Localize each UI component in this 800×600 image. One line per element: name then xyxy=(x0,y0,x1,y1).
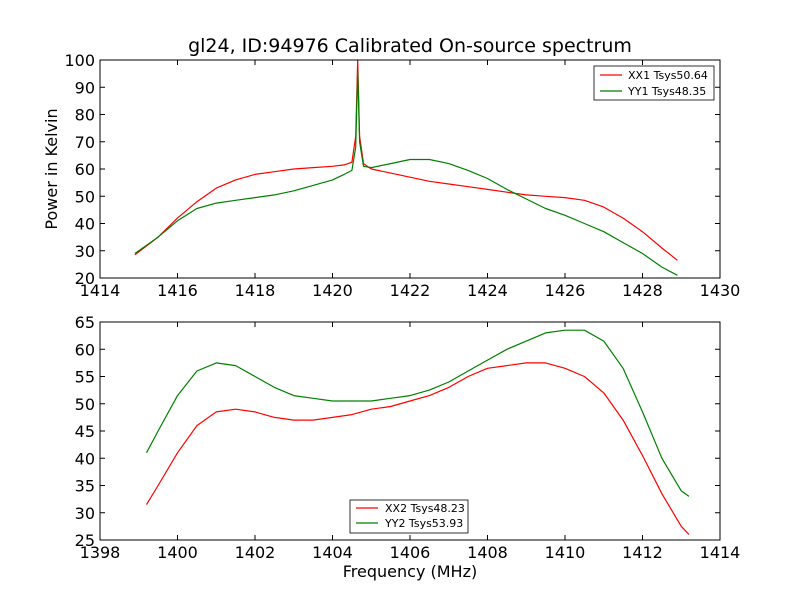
bottom-x-axis-label: Frequency (MHz) xyxy=(343,562,477,581)
y-tick-label: 35 xyxy=(75,477,95,496)
series-line-yy1 xyxy=(134,70,678,276)
x-tick-label: 1418 xyxy=(235,281,276,300)
y-tick-label: 50 xyxy=(75,187,95,206)
y-tick-label: 30 xyxy=(75,504,95,523)
x-tick-label: 1404 xyxy=(312,543,353,562)
x-tick-label: 1408 xyxy=(467,543,508,562)
top-plot-lines xyxy=(134,59,678,276)
x-tick-label: 1420 xyxy=(312,281,353,300)
x-tick-label: 1422 xyxy=(390,281,431,300)
top-legend-box xyxy=(593,65,715,101)
bottom-legend: XX2 Tsys48.23 YY2 Tsys53.93 xyxy=(349,499,469,534)
y-tick-label: 40 xyxy=(75,449,95,468)
y-tick-label: 90 xyxy=(75,78,95,97)
legend-label-xx1: XX1 Tsys50.64 xyxy=(628,69,708,82)
x-tick-label: 1428 xyxy=(622,281,663,300)
x-tick-label: 1414 xyxy=(80,281,121,300)
top-legend: XX1 Tsys50.64 YY1 Tsys48.35 xyxy=(593,65,715,101)
x-tick-label: 1424 xyxy=(467,281,508,300)
x-tick-label: 1410 xyxy=(545,543,586,562)
y-tick-label: 80 xyxy=(75,106,95,125)
y-tick-label: 100 xyxy=(64,51,95,70)
series-line-yy2 xyxy=(145,329,690,497)
x-tick-label: 1398 xyxy=(80,543,121,562)
bottom-axis-ticks: 1398 1400 1402 1404 1406 1408 1410 1412 1414 25 30… xyxy=(75,313,741,562)
bottom-plot-lines xyxy=(145,329,690,535)
series-line-xx1 xyxy=(134,59,678,261)
x-tick-label: 1402 xyxy=(235,543,276,562)
y-tick-label: 40 xyxy=(75,215,95,234)
series-line-xx2 xyxy=(145,362,690,535)
x-tick-label: 1426 xyxy=(545,281,586,300)
x-tick-label: 1430 xyxy=(700,281,741,300)
top-y-axis-label: Power in Kelvin xyxy=(42,108,61,229)
x-tick-label: 1416 xyxy=(157,281,198,300)
x-tick-label: 1406 xyxy=(390,543,431,562)
legend-label-xx2: XX2 Tsys48.23 xyxy=(385,502,465,515)
bottom-spectrum-panel: 1398 1400 1402 1404 1406 1408 1410 1412 1414 25 30… xyxy=(75,313,741,581)
y-tick-label: 45 xyxy=(75,422,95,441)
chart-title: gl24, ID:94976 Calibrated On-source spec… xyxy=(188,35,632,57)
x-tick-label: 1414 xyxy=(700,543,741,562)
top-spectrum-panel: 1414 1416 1418 1420 1422 1424 1426 1428 1430 20 30… xyxy=(42,51,740,300)
top-axis-ticks: 1414 1416 1418 1420 1422 1424 1426 1428 1430 20 30… xyxy=(64,51,740,300)
x-tick-label: 1412 xyxy=(622,543,663,562)
y-tick-label: 55 xyxy=(75,368,95,387)
y-tick-label: 60 xyxy=(75,160,95,179)
x-tick-label: 1400 xyxy=(157,543,198,562)
y-tick-label: 30 xyxy=(75,242,95,261)
bottom-legend-box xyxy=(349,499,469,534)
y-tick-label: 25 xyxy=(75,531,95,550)
legend-label-yy2: YY2 Tsys53.93 xyxy=(384,517,463,530)
y-tick-label: 50 xyxy=(75,395,95,414)
y-tick-label: 70 xyxy=(75,133,95,152)
y-tick-label: 60 xyxy=(75,340,95,359)
y-tick-label: 20 xyxy=(75,269,95,288)
y-tick-label: 65 xyxy=(75,313,95,332)
legend-label-yy1: YY1 Tsys48.35 xyxy=(627,85,706,98)
